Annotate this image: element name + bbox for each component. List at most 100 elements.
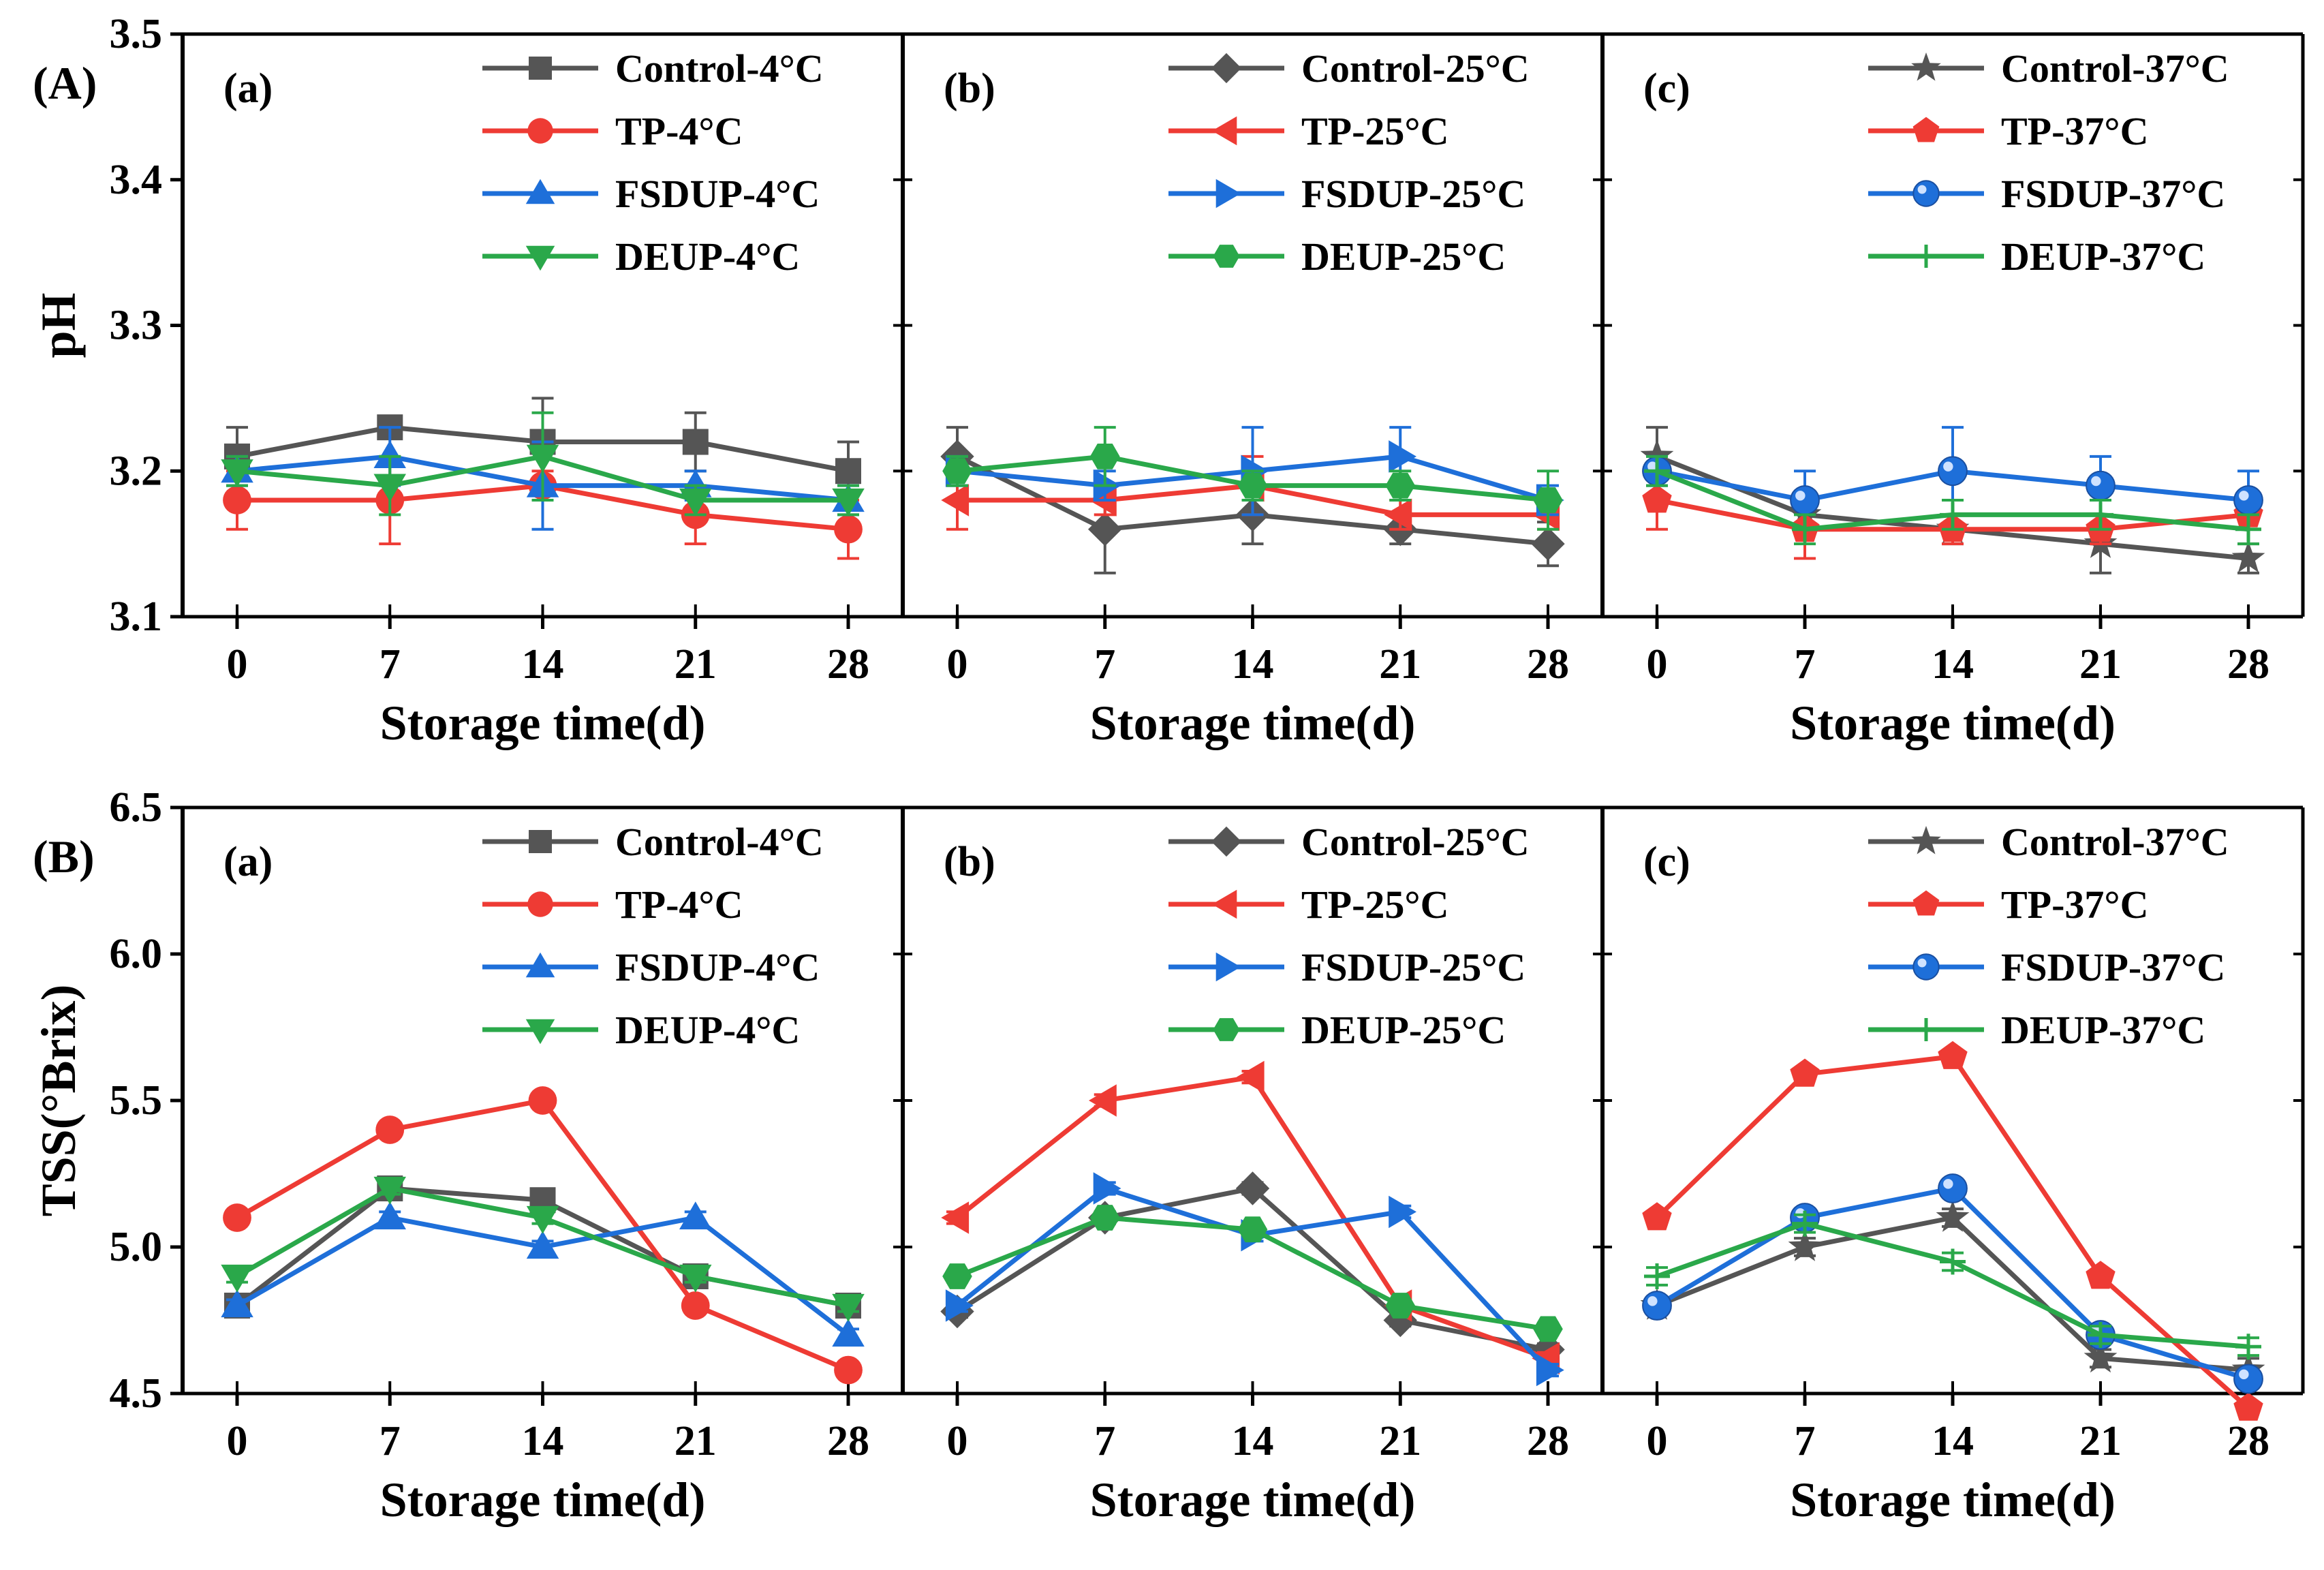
chart-ph-c: 0 7 14 21 28 Storage time(d) (c) Control-37°C TP… [1600, 32, 2305, 750]
data-point [942, 1263, 972, 1289]
legend-marker [527, 118, 553, 144]
data-point [1531, 527, 1565, 561]
data-point [1533, 487, 1563, 513]
data-point [221, 459, 253, 487]
data-point [526, 444, 559, 473]
data-point [1790, 485, 1820, 515]
legend-marker [1912, 117, 1940, 142]
data-point [1389, 440, 1416, 473]
y-tick-label: 3.5 [110, 11, 163, 57]
legend-label: TP-37°C [2001, 109, 2149, 153]
legend-marker [1912, 180, 1940, 207]
data-point [1792, 1210, 1818, 1237]
data-point [832, 488, 865, 517]
series-deup-37-c [1644, 1210, 2261, 1360]
data-point [526, 1231, 559, 1259]
legend-item: FSDUP-37°C [1868, 945, 2225, 989]
data-point [375, 1115, 405, 1144]
data-point [1790, 1058, 1820, 1087]
panel-tag-a: (a) [223, 65, 273, 112]
legend-item: FSDUP-37°C [1868, 172, 2225, 216]
data-point-highlight [1943, 461, 1953, 472]
series-deup-25-c [942, 426, 1563, 531]
legend-item: DEUP-4°C [482, 1008, 800, 1052]
data-point [681, 1291, 710, 1320]
x-tick-label: 7 [379, 1418, 401, 1464]
x-tick-label: 14 [522, 1418, 564, 1464]
data-point [2086, 1261, 2116, 1289]
legend-item: FSDUP-25°C [1168, 945, 1525, 989]
data-point [2233, 1392, 2263, 1421]
legend-label: TP-25°C [1301, 882, 1449, 927]
x-axis-title: Storage time(d) [1090, 696, 1416, 750]
legend-marker [1213, 245, 1240, 268]
x-tick-label: 0 [227, 641, 248, 688]
legend-marker [1211, 52, 1242, 84]
legend-item: TP-37°C [1868, 109, 2149, 153]
data-point [834, 514, 863, 544]
x-tick-label: 0 [947, 641, 968, 688]
data-point [373, 1176, 406, 1205]
chart-tss-b: 0 7 14 21 28 Storage time(d) (b) Control-25°C TP… [901, 805, 1602, 1527]
x-tick-label: 7 [1094, 641, 1115, 688]
legend-label: TP-4°C [615, 109, 743, 153]
series-fsdup-25-c [945, 1172, 1564, 1387]
legend-label: TP-25°C [1301, 109, 1449, 153]
y-tick-label: 3.3 [110, 303, 163, 349]
data-point-body [2233, 485, 2263, 515]
legend-marker [1211, 889, 1237, 919]
x-tick-label: 28 [1527, 641, 1569, 688]
legend-item: Control-4°C [482, 820, 824, 864]
data-point [679, 1201, 712, 1230]
series-line [1655, 1054, 2250, 1411]
legend-item: TP-25°C [1168, 109, 1449, 153]
chart-tss-c: 0 7 14 21 28 Storage time(d) (c) Control-37°C TP… [1600, 805, 2305, 1527]
legend-label: DEUP-4°C [615, 234, 800, 279]
data-point [941, 484, 970, 517]
data-point [1389, 1195, 1416, 1229]
legend-item: TP-4°C [482, 109, 743, 153]
x-axis-title: Storage time(d) [380, 1473, 706, 1527]
series-control-25-c [940, 1171, 1565, 1367]
x-tick-label: 21 [1379, 641, 1421, 688]
x-tick-label: 14 [1232, 1418, 1274, 1464]
data-point [373, 440, 406, 468]
legend-item: DEUP-37°C [1868, 1008, 2205, 1052]
data-point [1093, 1172, 1121, 1205]
section-b: (B) [33, 831, 95, 882]
legend-item: TP-25°C [1168, 882, 1449, 927]
legend-item: FSDUP-4°C [482, 172, 820, 216]
series-deup-4-c [221, 1176, 865, 1322]
y-axis-title: TSS(°Brix) [31, 985, 86, 1217]
data-point-body [2086, 470, 2116, 501]
x-tick-label: 0 [227, 1418, 248, 1464]
x-tick-label: 0 [947, 1418, 968, 1464]
legend-item: DEUP-4°C [482, 234, 800, 279]
data-point [1936, 1200, 1970, 1232]
x-tick-label: 7 [379, 641, 401, 688]
legend-marker [1911, 52, 1941, 81]
legend-marker [1211, 116, 1237, 146]
series-tp-37-c [1642, 1041, 2263, 1421]
y-tick-label: 3.1 [110, 594, 163, 640]
data-point [2235, 1334, 2261, 1360]
data-point [2231, 540, 2265, 573]
legend-marker [1912, 890, 1940, 916]
data-point-body [2233, 1364, 2263, 1394]
data-point [2088, 1322, 2113, 1348]
panel-tag-b: (b) [944, 839, 995, 885]
x-axis-title: Storage time(d) [1790, 696, 2116, 750]
legend-item: DEUP-25°C [1168, 1008, 1506, 1052]
legend-label: Control-4°C [615, 820, 824, 864]
charts-root: 3.1 3.2 3.3 3.4 3.5 pH 0 7 14 21 28 Storage time(d)… [31, 11, 2305, 1527]
x-tick-label: 28 [2227, 1418, 2269, 1464]
legend-item: DEUP-37°C [1868, 234, 2205, 279]
legend-item: DEUP-25°C [1168, 234, 1506, 279]
data-point [1642, 1202, 1672, 1231]
series-deup-25-c [942, 1205, 1563, 1342]
data-point [1788, 1229, 1822, 1261]
data-point [2233, 1364, 2263, 1394]
series-tp-4-c [223, 1086, 863, 1385]
legend-label: Control-25°C [1301, 46, 1530, 91]
data-point [2088, 502, 2113, 528]
